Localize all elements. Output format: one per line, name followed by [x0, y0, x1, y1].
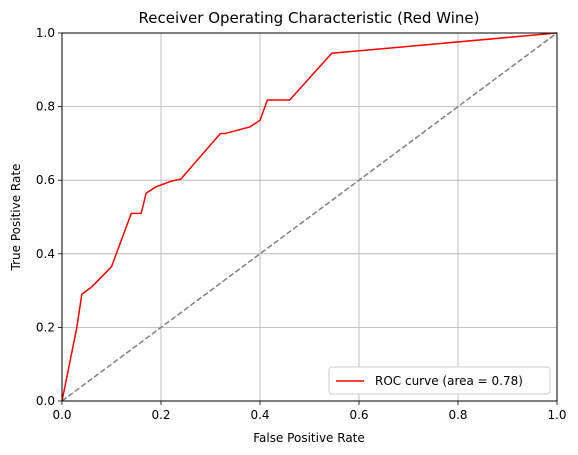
x-tick-label: 0.4: [250, 408, 269, 422]
x-tick-label: 0.6: [349, 408, 368, 422]
chance-diagonal-line: [61, 32, 558, 402]
y-tick-label: 0.4: [36, 247, 55, 261]
y-tick-label: 0.8: [36, 100, 55, 114]
series-layer: [61, 32, 558, 402]
x-axis-label: False Positive Rate: [253, 431, 365, 445]
axis-ticks: 0.0 0.2 0.4 0.6 0.8 1.0 0.0 0.2 0.4 0.6 0.8 1.0: [36, 26, 567, 422]
y-tick-label: 0.0: [36, 394, 55, 408]
legend: ROC curve (area = 0.78): [328, 366, 551, 395]
x-tick-label: 0.8: [448, 408, 467, 422]
y-tick-label: 0.6: [36, 173, 55, 187]
x-tick-label: 1.0: [547, 408, 566, 422]
y-tick-label: 0.2: [36, 320, 55, 334]
legend-box: [328, 366, 551, 395]
chart-title: Receiver Operating Characteristic (Red W…: [139, 9, 480, 27]
roc-curve-line: [61, 32, 558, 402]
plot-frame: [61, 32, 558, 402]
y-tick-label: 1.0: [36, 26, 55, 40]
x-tick-label: 0.0: [52, 408, 71, 422]
legend-label-roc: ROC curve (area = 0.78): [375, 374, 523, 388]
x-tick-label: 0.2: [151, 408, 170, 422]
grid-lines: [61, 32, 558, 402]
y-axis-label: True Positive Rate: [9, 164, 23, 272]
